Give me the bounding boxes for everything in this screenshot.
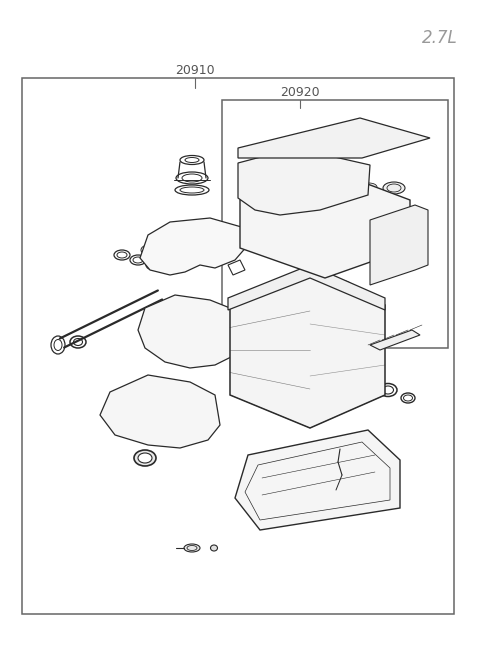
- Ellipse shape: [248, 173, 268, 187]
- Ellipse shape: [361, 183, 377, 191]
- Ellipse shape: [134, 450, 156, 466]
- Ellipse shape: [181, 239, 192, 245]
- Ellipse shape: [282, 176, 290, 181]
- Polygon shape: [240, 168, 410, 278]
- Polygon shape: [228, 265, 385, 310]
- Ellipse shape: [295, 197, 311, 205]
- Ellipse shape: [204, 243, 215, 249]
- Bar: [222, 100, 448, 348]
- Ellipse shape: [138, 453, 152, 463]
- Ellipse shape: [304, 165, 324, 179]
- Ellipse shape: [310, 172, 318, 176]
- Ellipse shape: [281, 203, 303, 215]
- Polygon shape: [238, 118, 430, 158]
- Ellipse shape: [211, 545, 217, 551]
- Polygon shape: [100, 375, 220, 448]
- Ellipse shape: [247, 210, 269, 222]
- Ellipse shape: [332, 161, 352, 175]
- Ellipse shape: [145, 403, 175, 423]
- Polygon shape: [235, 430, 400, 530]
- Ellipse shape: [183, 327, 197, 337]
- Text: 2.7L: 2.7L: [422, 29, 458, 47]
- Text: 20920: 20920: [280, 86, 320, 100]
- Ellipse shape: [383, 182, 405, 194]
- Text: 20910: 20910: [175, 64, 215, 77]
- Ellipse shape: [159, 235, 170, 241]
- Polygon shape: [138, 295, 245, 368]
- Ellipse shape: [276, 169, 296, 183]
- Polygon shape: [370, 330, 420, 350]
- Ellipse shape: [254, 179, 262, 185]
- Ellipse shape: [315, 196, 337, 208]
- Ellipse shape: [328, 190, 344, 198]
- Ellipse shape: [349, 189, 371, 201]
- Polygon shape: [370, 205, 428, 285]
- Ellipse shape: [184, 544, 200, 552]
- Bar: [22, 78, 454, 614]
- Ellipse shape: [262, 204, 278, 212]
- Ellipse shape: [338, 168, 346, 172]
- Polygon shape: [238, 148, 370, 215]
- Polygon shape: [140, 218, 248, 275]
- Ellipse shape: [334, 441, 346, 449]
- Polygon shape: [230, 272, 385, 428]
